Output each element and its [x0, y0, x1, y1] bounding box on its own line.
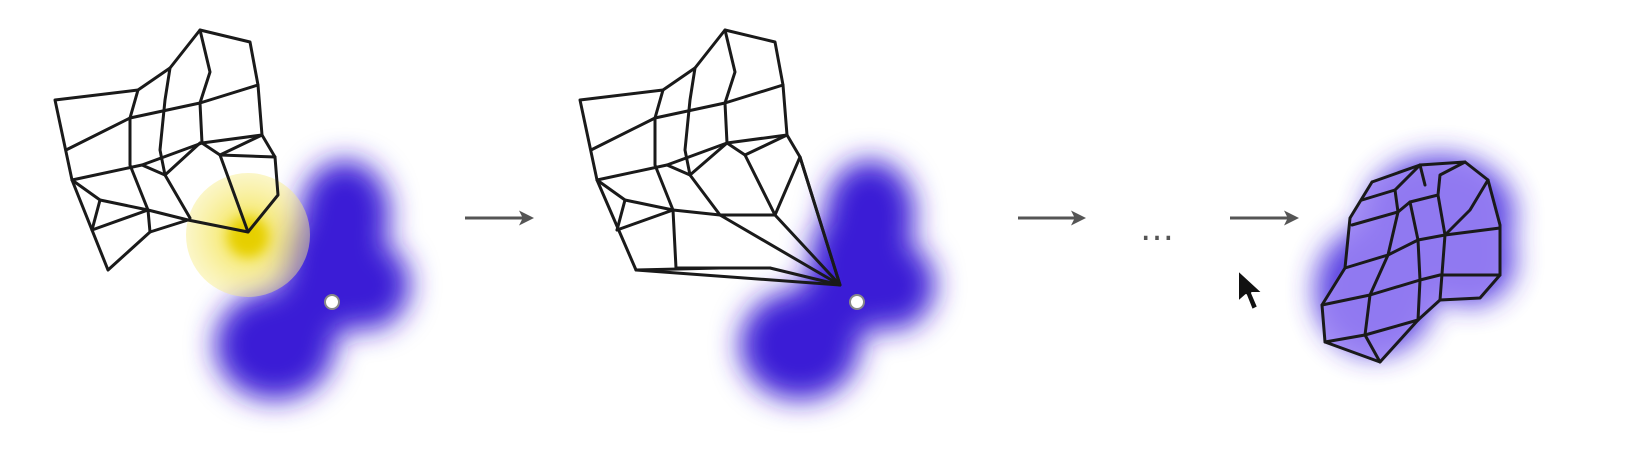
mesh-deformed — [578, 28, 842, 287]
target-point-icon — [849, 294, 865, 310]
mesh-initial — [53, 28, 280, 272]
stage-1-initial — [53, 28, 410, 400]
stage-3-final — [1315, 155, 1515, 364]
mesh-final — [1320, 160, 1502, 364]
target-blob-2 — [740, 160, 935, 400]
target-blob-1 — [215, 160, 410, 400]
brush-core — [228, 217, 268, 257]
ellipsis-text: … — [1140, 209, 1174, 249]
mouse-pointer-icon — [1237, 269, 1264, 311]
target-point-icon — [324, 294, 340, 310]
stage-2-deformed — [578, 28, 935, 400]
